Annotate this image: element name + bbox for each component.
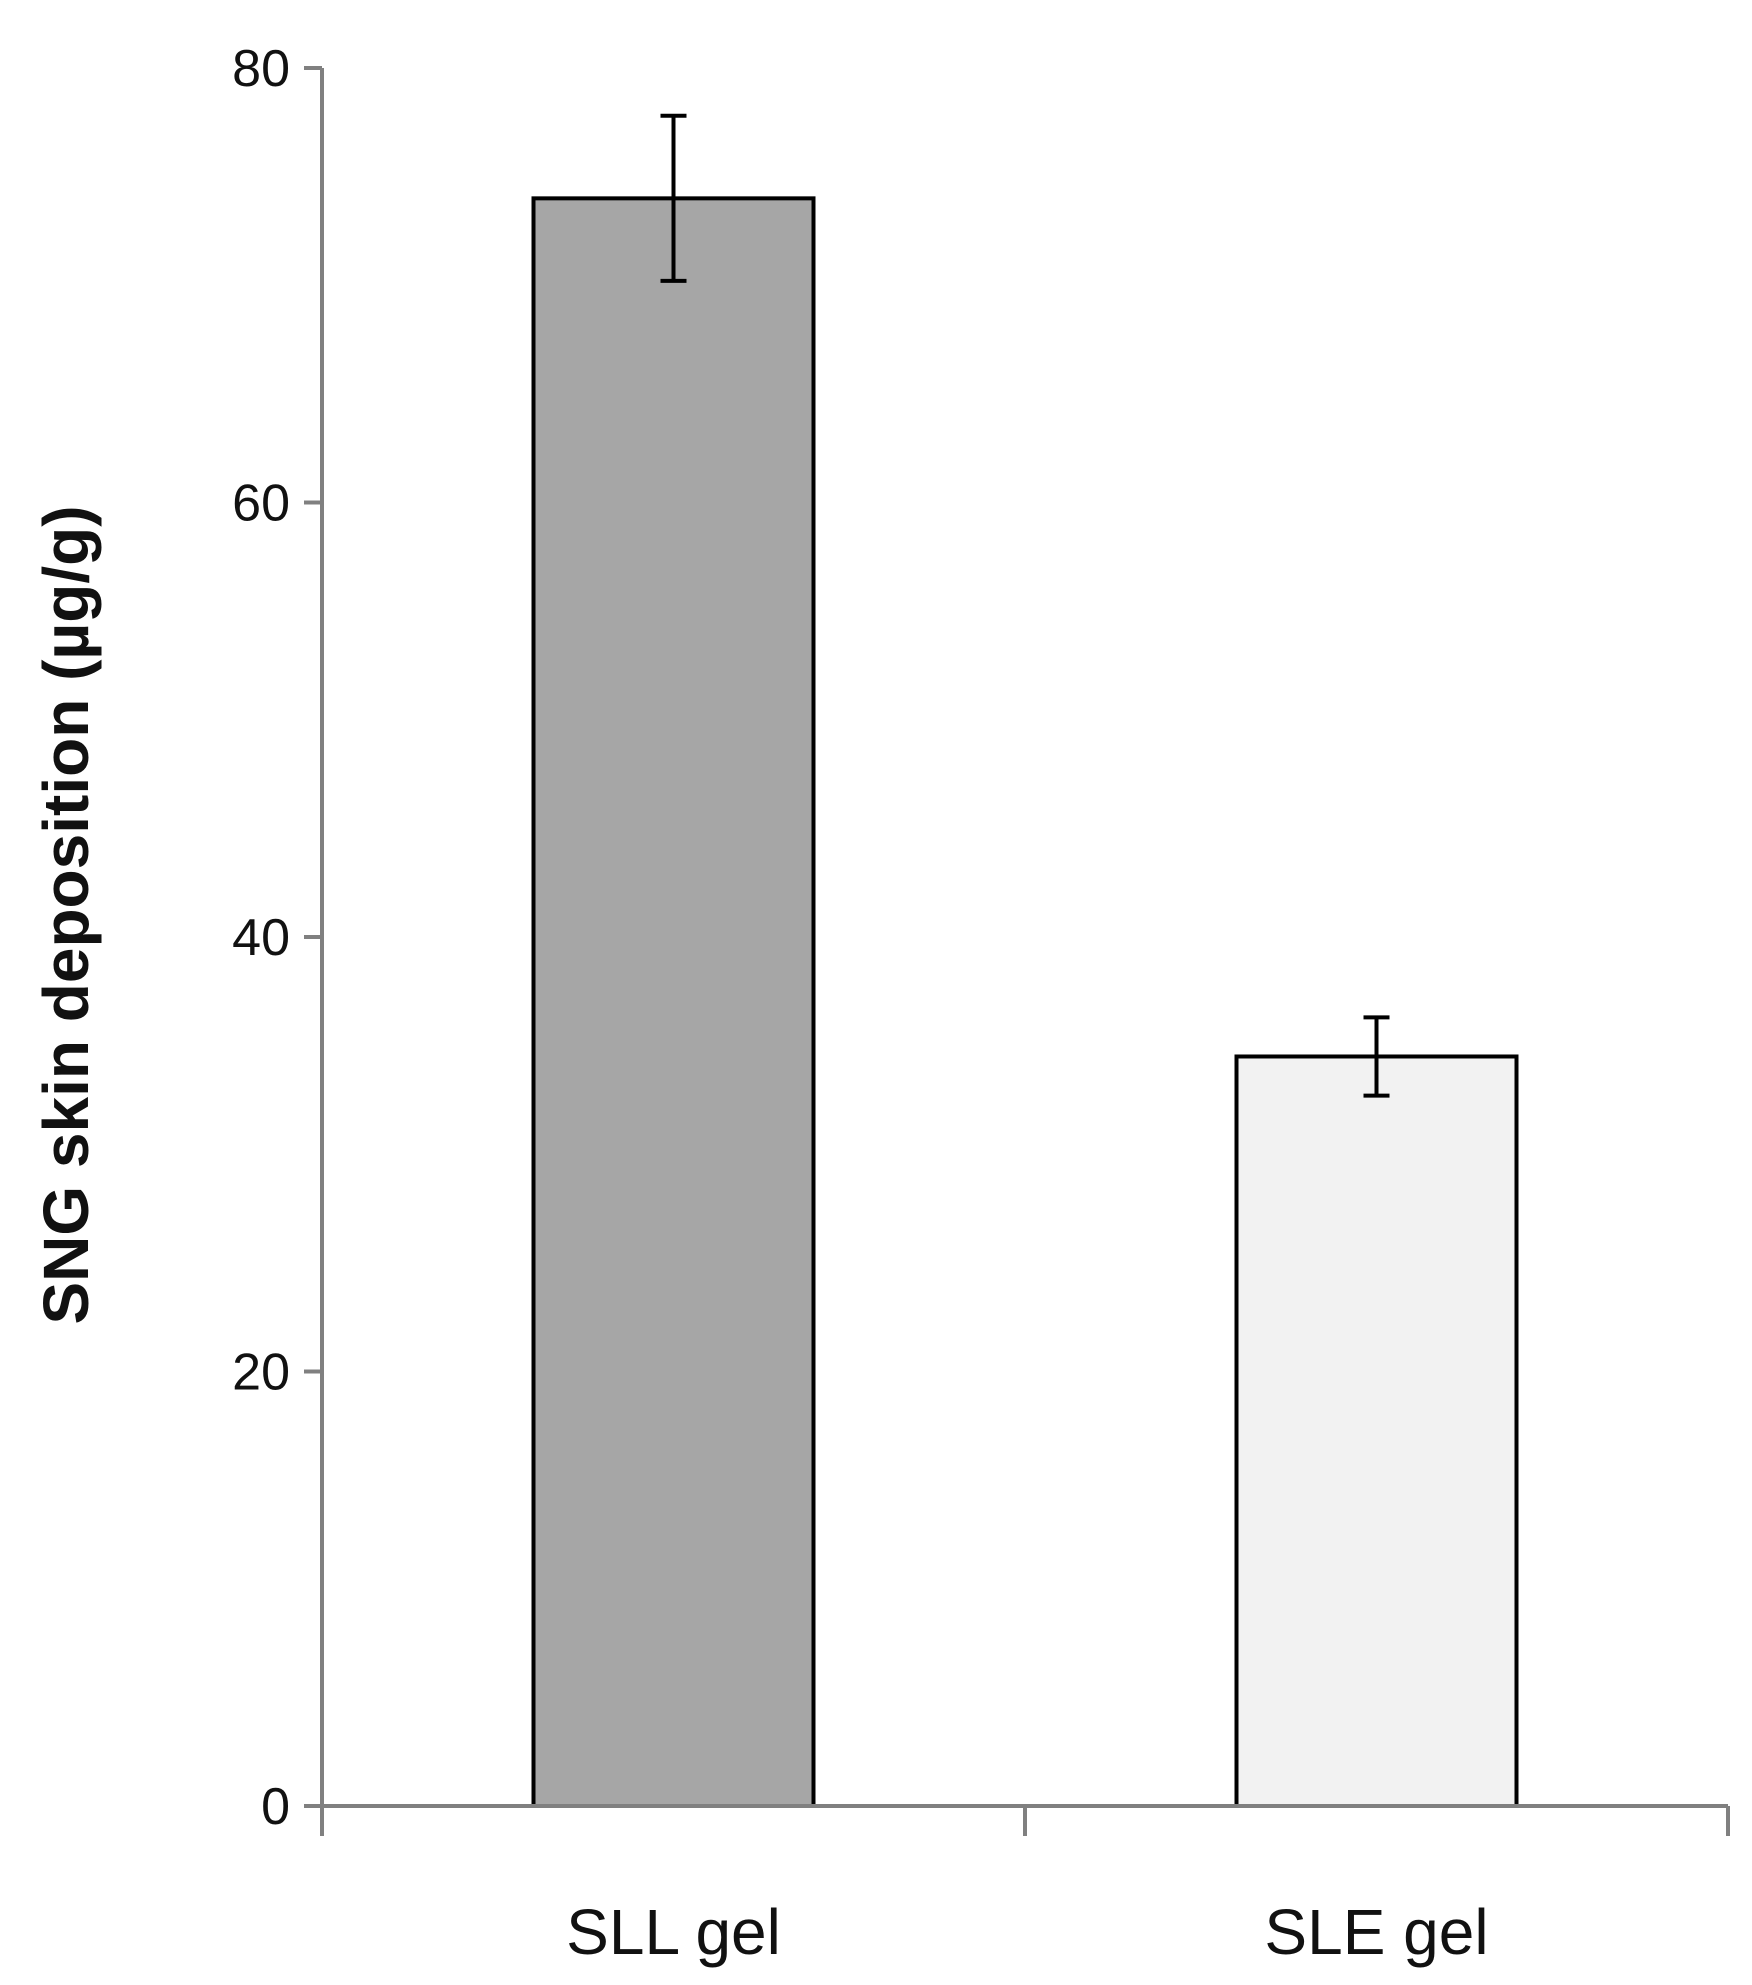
y-axis-title: SNG skin deposition (µg/g) — [30, 505, 102, 1324]
bar-sll-gel — [531, 196, 816, 1809]
y-tick-label-60: 60 — [232, 475, 290, 533]
error-bars-layer — [660, 113, 1390, 1098]
bars-layer — [531, 196, 1519, 1809]
x-category-label-1: SLE gel — [1264, 1896, 1488, 1968]
ticks-layer: 0 20 40 60 80 SLL gel SLE gel — [232, 40, 1730, 1968]
y-tick-label-20: 20 — [232, 1344, 290, 1402]
bar-sle-gel — [1234, 1054, 1519, 1809]
x-category-label-0: SLL gel — [566, 1896, 781, 1968]
y-tick-label-0: 0 — [261, 1778, 290, 1836]
y-tick-label-80: 80 — [232, 40, 290, 98]
y-tick-label-40: 40 — [232, 909, 290, 967]
